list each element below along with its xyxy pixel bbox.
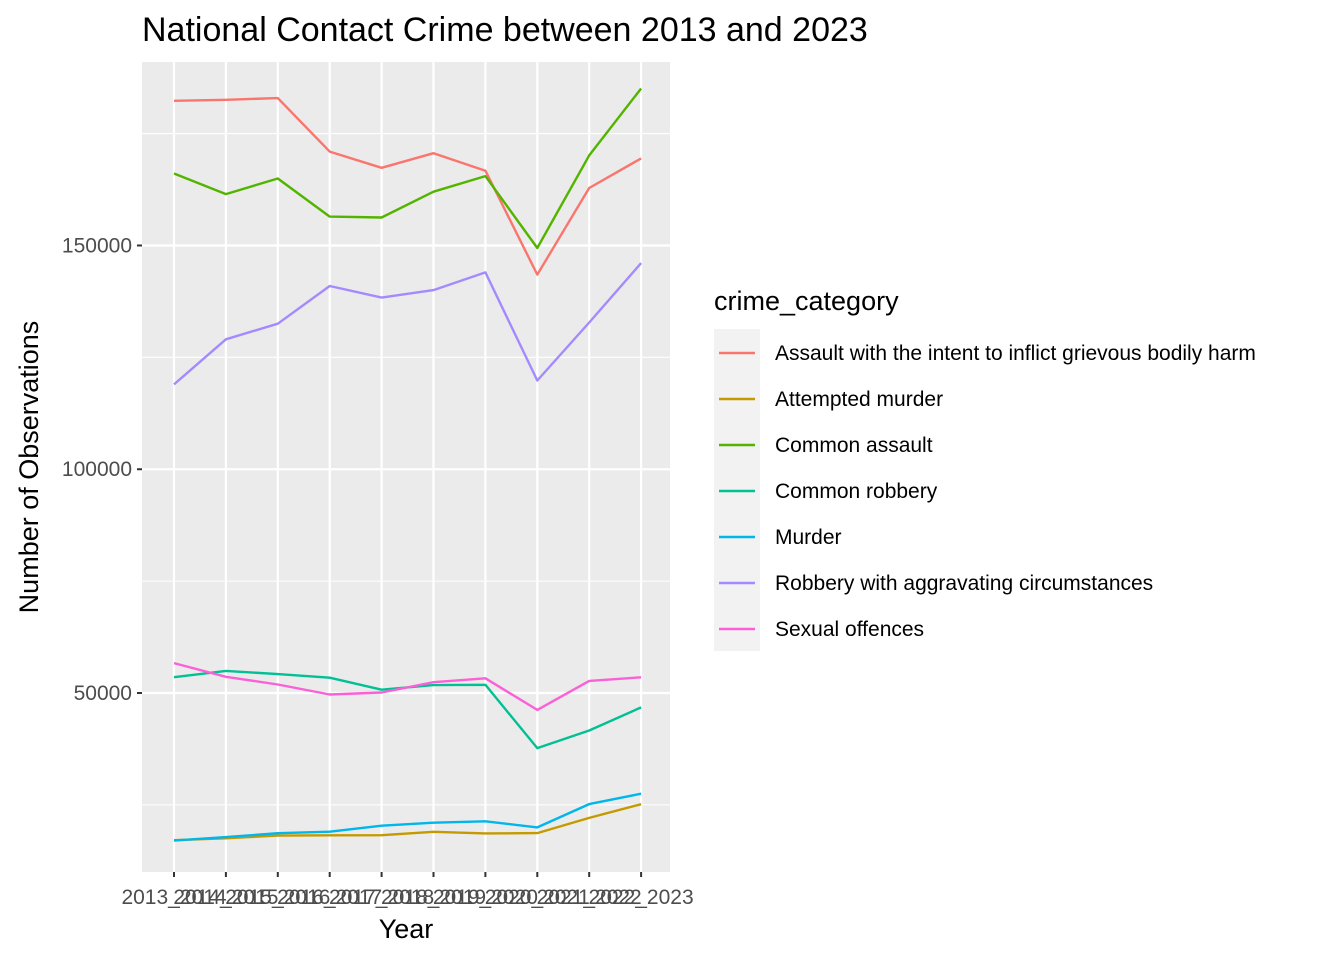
x-tick-label: 2015_2016 <box>225 886 330 909</box>
y-tick-label: 100000 <box>62 458 132 481</box>
legend-label: Sexual offences <box>775 618 924 641</box>
y-tick-label: 50000 <box>74 682 132 705</box>
x-tick-label: 2014_2015 <box>173 886 278 909</box>
legend-label: Common robbery <box>775 480 938 503</box>
x-tick-label: 2018_2019 <box>381 886 486 909</box>
series-line-common-assault <box>173 87 643 250</box>
legend-label: Attempted murder <box>775 388 943 411</box>
x-tick-label: 2013_2014 <box>121 886 226 909</box>
legend-label: Robbery with aggravating circumstances <box>775 572 1153 595</box>
y-axis-title: Number of Observations <box>14 321 44 614</box>
series-line-assault-with-the-intent-to-inflict-grievous-bodily-harm <box>173 96 642 276</box>
x-axis: 2013_20142014_20152015_20162016_20172017… <box>121 872 694 909</box>
x-tick-label: 2020_2021 <box>485 886 590 909</box>
plot-panel <box>142 62 670 872</box>
series-line-murder <box>173 792 642 842</box>
legend-label: Common assault <box>775 434 933 457</box>
legend-items: Assault with the intent to inflict griev… <box>719 342 1256 641</box>
x-tick-label: 2022_2023 <box>589 886 694 909</box>
series-line-sexual-offences <box>173 661 642 712</box>
series-line-attempted-murder <box>173 803 642 842</box>
legend: crime_category Assault with the intent t… <box>714 286 1256 651</box>
series-line-robbery-with-aggravating-circumstances <box>173 262 643 386</box>
y-tick-label: 150000 <box>62 234 132 257</box>
legend-title: crime_category <box>714 286 899 316</box>
legend-label: Assault with the intent to inflict griev… <box>775 342 1256 365</box>
legend-label: Murder <box>775 526 842 549</box>
x-tick-label: 2021_2022 <box>537 886 642 909</box>
major-gridlines <box>142 62 670 872</box>
minor-gridlines <box>142 133 670 806</box>
y-axis: 50000 100000 150000 <box>62 234 142 705</box>
x-tick-label: 2016_2017 <box>277 886 382 909</box>
chart-title: National Contact Crime between 2013 and … <box>142 11 868 49</box>
x-axis-title: Year <box>379 914 434 944</box>
series-lines <box>173 87 643 842</box>
x-tick-label: 2019_2020 <box>433 886 538 909</box>
x-tick-label: 2017_2018 <box>329 886 434 909</box>
